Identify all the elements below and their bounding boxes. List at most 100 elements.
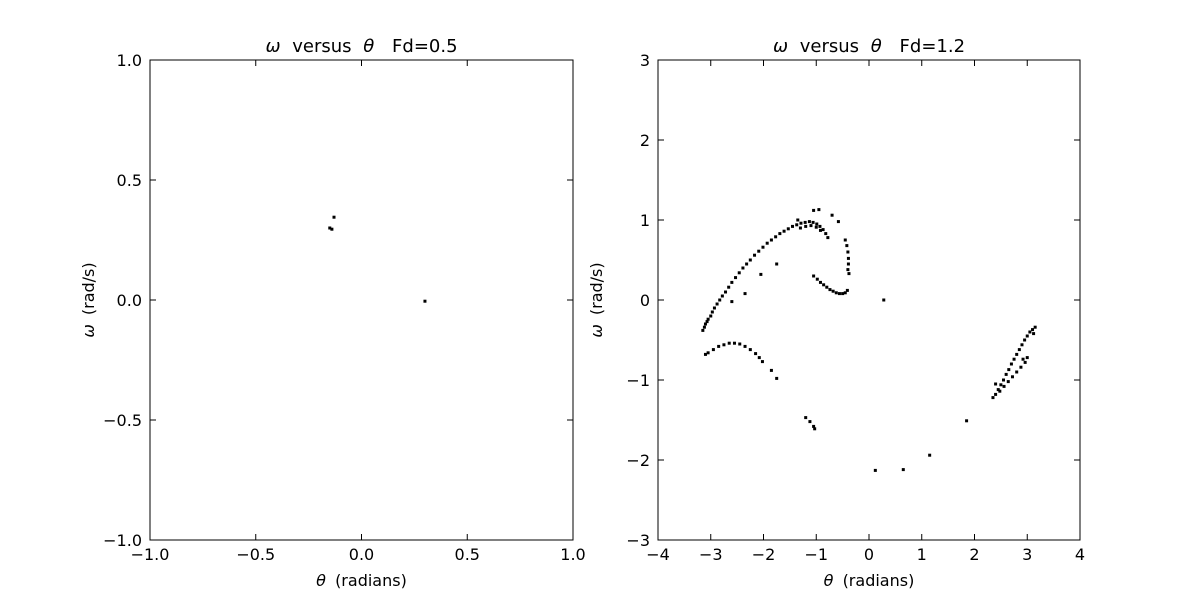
right-data-point	[743, 292, 747, 296]
right-data-point	[1002, 378, 1006, 382]
right-data-point	[812, 424, 816, 428]
right-data-point	[786, 227, 790, 231]
right-data-point	[845, 288, 849, 292]
right-data-point	[775, 262, 779, 266]
right-plot-title: ω versus θ Fd=1.2	[773, 36, 965, 57]
right-y-tick-label: 2	[640, 131, 650, 150]
right-x-tick-label: −4	[646, 545, 670, 564]
right-data-point	[734, 276, 738, 280]
right-data-point	[996, 388, 1000, 392]
right-data-point	[1033, 325, 1037, 329]
right-data-point	[1032, 332, 1036, 336]
right-data-point	[814, 225, 818, 229]
right-data-point	[991, 396, 995, 400]
right-data-point	[1009, 362, 1013, 366]
right-data-point	[1015, 352, 1019, 356]
right-data-point	[732, 341, 736, 345]
right-data-point	[999, 383, 1003, 387]
right-data-point	[821, 228, 825, 232]
right-plot-frame	[657, 59, 1081, 541]
right-data-point	[727, 341, 731, 345]
title-theta: θ	[363, 36, 374, 57]
right-x-tick-label: −2	[752, 545, 776, 564]
right-y-tick-label: −1	[626, 371, 650, 390]
right-data-point	[845, 244, 849, 248]
right-x-tick-label: −3	[699, 545, 723, 564]
right-data-point	[796, 218, 800, 222]
right-data-point	[1023, 360, 1027, 364]
right-data-point	[727, 285, 731, 289]
left-x-tick-label: 1.0	[560, 545, 585, 564]
left-data-point	[330, 227, 334, 231]
right-data-point	[846, 268, 850, 272]
right-data-point	[1010, 375, 1014, 379]
right-data-point	[1019, 365, 1023, 369]
right-data-point	[702, 325, 706, 329]
right-data-point	[778, 232, 782, 236]
title-versus: versus	[800, 36, 859, 57]
y-axis-symbol: ω	[79, 324, 98, 337]
right-data-point	[1004, 372, 1008, 376]
right-data-point	[841, 292, 845, 296]
right-data-point	[837, 292, 841, 296]
right-y-axis-label: ω (rad/s)	[587, 262, 606, 337]
x-axis-symbol: θ	[824, 571, 834, 590]
right-data-point	[712, 306, 716, 310]
right-data-point	[724, 290, 728, 294]
right-data-point	[818, 224, 822, 228]
left-x-tick-label: −0.5	[236, 545, 275, 564]
right-data-point	[1028, 330, 1032, 334]
right-data-point	[834, 291, 838, 295]
title-omega: ω	[773, 36, 788, 57]
right-data-point	[717, 344, 721, 348]
right-plot: ω versus θ Fd=1.2 θ (radians) ω (rad/s) …	[587, 36, 1085, 590]
right-x-axis-label: θ (radians)	[824, 571, 915, 590]
right-data-point	[720, 294, 724, 298]
right-data-point	[774, 235, 778, 239]
right-data-point	[828, 288, 832, 292]
left-data-point	[328, 226, 332, 230]
x-axis-unit: (radians)	[843, 571, 915, 590]
right-x-tick-label: 1	[917, 545, 927, 564]
right-data-point	[1002, 384, 1006, 388]
left-y-axis-label: ω (rad/s)	[79, 262, 98, 337]
right-data-point	[709, 314, 713, 318]
right-x-tick-label: 4	[1075, 545, 1085, 564]
right-data-point	[730, 280, 734, 284]
right-data-point	[753, 253, 757, 257]
right-data-point	[745, 262, 749, 266]
right-data-point	[846, 256, 850, 260]
right-x-tick-label: 0	[864, 545, 874, 564]
right-data-point	[706, 317, 710, 321]
right-data-point	[765, 241, 769, 245]
right-y-tick-label: 1	[640, 211, 650, 230]
right-data-point	[760, 360, 764, 364]
right-data-point	[706, 351, 710, 355]
title-param: Fd=0.5	[392, 36, 458, 57]
right-data-point	[818, 280, 822, 284]
right-y-tick-label: 0	[640, 291, 650, 310]
right-data-point	[812, 274, 816, 278]
left-y-tick-label: −0.5	[103, 411, 142, 430]
right-data-point	[928, 453, 932, 457]
right-data-point	[730, 300, 734, 304]
right-data-point	[847, 272, 851, 276]
right-data-point	[1015, 370, 1019, 374]
right-data-point	[748, 258, 752, 262]
right-data-point	[811, 220, 815, 224]
right-data-point	[818, 228, 822, 232]
right-data-point	[994, 382, 998, 386]
right-data-point	[825, 285, 829, 289]
right-data-point	[882, 298, 886, 302]
right-data-point	[817, 208, 821, 212]
right-data-point	[798, 226, 802, 230]
right-data-point	[873, 468, 877, 472]
right-data-point	[836, 220, 840, 224]
right-data-point	[799, 221, 803, 225]
right-data-point	[769, 238, 773, 242]
right-data-point	[795, 223, 799, 227]
left-y-tick-label: 0.0	[117, 291, 142, 310]
right-data-point	[782, 229, 786, 233]
left-plot-title: ω versus θ Fd=0.5	[265, 36, 457, 57]
right-data-point	[846, 262, 850, 266]
